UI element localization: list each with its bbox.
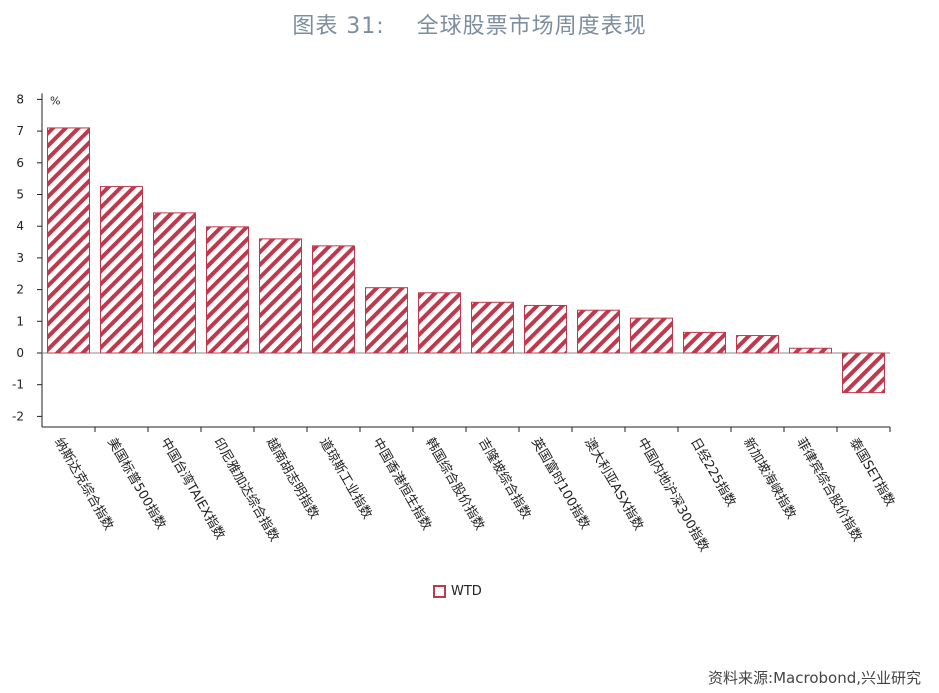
- bar-6: [312, 245, 355, 354]
- source-note: 资料来源:Macrobond,兴业研究: [708, 669, 921, 687]
- legend: WTD: [433, 584, 482, 599]
- y-tick-label: 4: [16, 219, 24, 233]
- bar-16: [842, 352, 885, 394]
- bar-13: [683, 331, 726, 354]
- x-tick-label: 新加坡海峡指数: [740, 435, 799, 522]
- x-tick-label: 韩国综合股价指数: [422, 436, 487, 534]
- x-tick-label: 纳斯达克综合指数: [51, 436, 116, 534]
- y-tick-label: 8: [16, 92, 24, 106]
- x-tick-label: 道琼斯工业指数: [316, 436, 374, 522]
- y-tick-label: 1: [16, 314, 24, 328]
- bar-11: [577, 309, 620, 354]
- x-tick-label: 泰国SET指数: [846, 436, 897, 510]
- bar-8: [418, 292, 461, 354]
- chart-title: 图表 31: 全球股票市场周度表现: [292, 14, 647, 39]
- x-tick-label: 日经225指数: [687, 436, 738, 510]
- bar-5: [259, 238, 302, 354]
- bar-3: [153, 212, 196, 354]
- y-tick-label: -1: [12, 378, 24, 392]
- y-tick-label: 5: [16, 188, 24, 202]
- bar-1: [47, 127, 90, 354]
- legend-swatch: [433, 585, 446, 598]
- x-tick-label: 越南胡志明指数: [263, 435, 322, 522]
- bar-14: [736, 335, 779, 354]
- bar-10: [524, 304, 567, 354]
- bar-2: [100, 186, 143, 354]
- y-tick-label: 6: [16, 156, 24, 170]
- x-tick-label: 中国香港恒生指数: [369, 436, 434, 534]
- bars-group: [47, 127, 885, 394]
- bar-15: [789, 347, 832, 354]
- bar-4: [206, 226, 249, 354]
- x-tick-label: 美国标普500指数: [104, 436, 168, 533]
- axes-group: -2 -1 0 1 2 3 4 5 6 7 8%: [12, 92, 890, 428]
- y-tick-label: -2: [12, 409, 24, 423]
- y-tick-label: 2: [16, 283, 24, 297]
- x-tick-label: 英国富时100指数: [528, 435, 593, 532]
- bar-12: [630, 317, 673, 354]
- bar-7: [365, 287, 408, 354]
- y-tick-label: 0: [16, 346, 24, 360]
- y-unit-label: %: [50, 94, 60, 107]
- x-tick-label: 吉隆坡综合指数: [475, 436, 533, 522]
- x-tick-label: 澳大利亚ASX指数: [581, 435, 647, 533]
- y-tick-label: 7: [16, 124, 24, 138]
- legend-label: WTD: [451, 584, 482, 599]
- y-tick-label: 3: [16, 251, 24, 265]
- bar-9: [471, 301, 514, 354]
- x-tick-labels: 纳斯达克综合指数美国标普500指数中国台湾TAIEX指数印尼雅加达综合指数越南胡…: [51, 427, 897, 555]
